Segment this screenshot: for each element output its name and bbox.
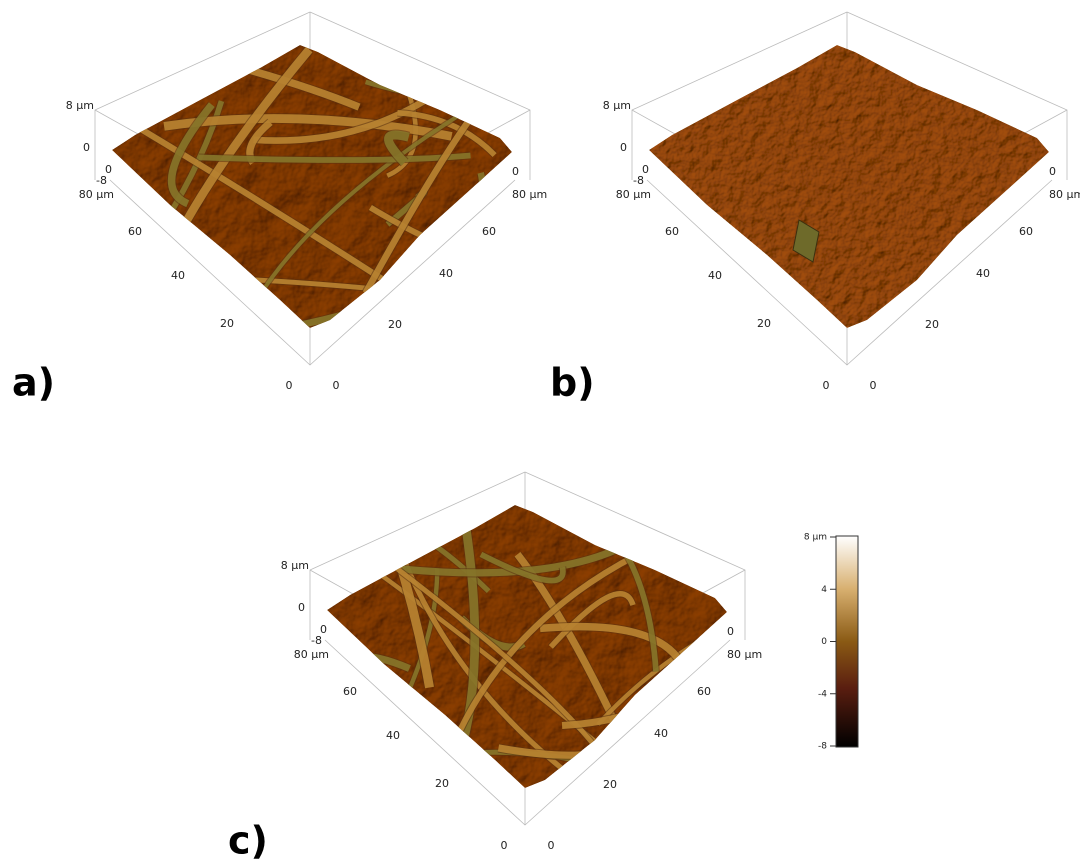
x-tick-label: 20 (925, 318, 939, 331)
fiber (621, 757, 670, 787)
x-tick-label: 20 (388, 318, 402, 331)
y-tick-label: 0 (823, 379, 830, 392)
x-tick-label: 0 (333, 379, 340, 392)
x-tick-label: 40 (976, 267, 990, 280)
y-tick-label: 0 (286, 379, 293, 392)
z-tick-label: 8 µm (603, 99, 631, 112)
y-tick-label: 20 (220, 317, 234, 330)
y-tick-label: 80 µm (294, 648, 329, 661)
y-tick-label: 60 (343, 685, 357, 698)
y-tick-label: 40 (708, 269, 722, 282)
y-tick-label: 80 µm (616, 188, 651, 201)
x-tick-label: 60 (482, 225, 496, 238)
x-tick-label: 80 µm (512, 188, 547, 201)
panel-label: a) (12, 361, 55, 405)
x-tick-label: 20 (603, 778, 617, 791)
y-tick-label: 80 µm (79, 188, 114, 201)
x-tick-label: 0 (870, 379, 877, 392)
x-tick-label: 60 (1019, 225, 1033, 238)
x-tick-label: 0 (727, 625, 734, 638)
y-tick-label: 0 (642, 163, 649, 176)
y-tick-label: 0 (501, 839, 508, 852)
y-tick-label: 40 (386, 729, 400, 742)
x-tick-label: 80 µm (1049, 188, 1080, 201)
x-tick-label: 40 (439, 267, 453, 280)
fiber-shadow (471, 290, 518, 317)
z-tick-label: 8 µm (66, 99, 94, 112)
y-tick-label: 60 (665, 225, 679, 238)
fiber-shadow (472, 287, 488, 303)
fiber (471, 290, 518, 317)
y-tick-label: 40 (171, 269, 185, 282)
x-tick-label: 0 (548, 839, 555, 852)
colorbar (836, 536, 858, 747)
z-tick-label: 0 (620, 141, 627, 154)
x-tick-label: 80 µm (727, 648, 762, 661)
x-tick-label: 60 (697, 685, 711, 698)
y-tick-label: 0 (320, 623, 327, 636)
colorbar-tick-label: -4 (818, 689, 827, 699)
fiber (472, 287, 488, 303)
fiber-shadow (621, 757, 670, 787)
y-tick-label: 20 (757, 317, 771, 330)
x-tick-label: 0 (512, 165, 519, 178)
surface (649, 45, 1049, 328)
colorbar-tick-label: 8 µm (804, 533, 827, 543)
figure: a) b) c) 8 µm0-8080 µm6040200020406080 µ… (0, 0, 1080, 861)
colorbar-tick-label: 4 (821, 585, 827, 595)
x-tick-label: 0 (1049, 165, 1056, 178)
x-tick-label: 40 (654, 727, 668, 740)
z-tick-label: 0 (83, 141, 90, 154)
z-tick-label: 0 (298, 601, 305, 614)
panel-label: c) (228, 819, 268, 862)
z-tick-label: 8 µm (281, 559, 309, 572)
y-tick-label: 20 (435, 777, 449, 790)
y-tick-label: 0 (105, 163, 112, 176)
colorbar-tick-label: -8 (818, 742, 827, 752)
colorbar-tick-label: 0 (821, 637, 827, 647)
y-tick-label: 60 (128, 225, 142, 238)
panel-label: b) (550, 361, 595, 405)
